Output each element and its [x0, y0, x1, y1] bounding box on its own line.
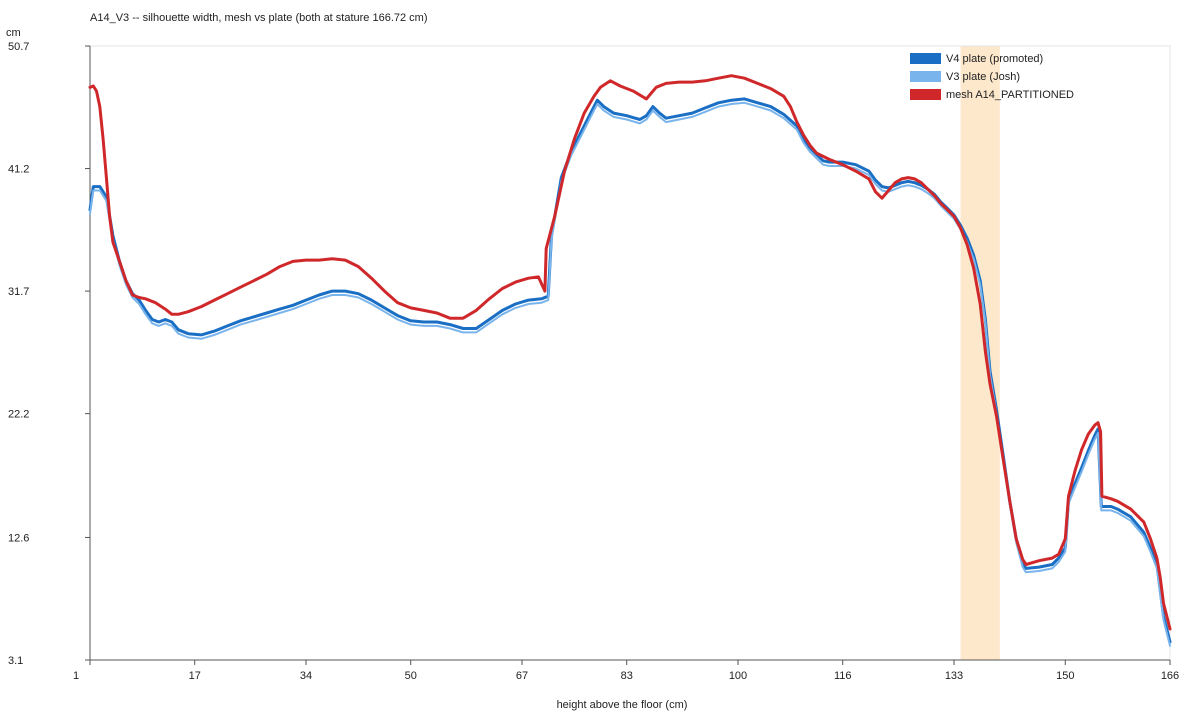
x-tick-label: 17: [189, 670, 201, 682]
series-line-v3-plate-josh: [89, 101, 1171, 647]
x-axis-label: height above the floor (cm): [557, 699, 688, 711]
series-layer: [88, 74, 1172, 647]
x-tick-label: 150: [1056, 670, 1074, 682]
series-line-v4-plate-promoted: [88, 97, 1172, 644]
legend: V4 plate (promoted) V3 plate (Josh) mesh A…: [910, 53, 1074, 101]
legend-swatch: [910, 53, 941, 64]
x-tick-label: 116: [834, 670, 852, 682]
x-tick-label: 133: [945, 670, 963, 682]
y-tick-label: 22.2: [8, 409, 29, 421]
x-tick-label: 83: [621, 670, 633, 682]
y-tick-label: 50.7: [8, 41, 29, 53]
plot-frame: [89, 45, 1171, 661]
highlight-band-layer: [960, 46, 1000, 660]
y-tick-label: 3.1: [8, 655, 23, 667]
legend-label: mesh A14_PARTITIONED: [946, 89, 1074, 101]
x-tick-label: 100: [729, 670, 747, 682]
chart-title: A14_V3 -- silhouette width, mesh vs plat…: [90, 12, 428, 24]
x-tick-label: 34: [300, 670, 312, 682]
y-tick-label: 12.6: [8, 532, 29, 544]
x-tick-label: 1: [73, 670, 79, 682]
tick-layer: 1 17 34 50 67 83 100 116 133 150 166 3.1 12.6 22.2 31.…: [8, 41, 1179, 682]
legend-label: V4 plate (promoted): [946, 53, 1043, 65]
y-tick-label: 31.7: [8, 286, 29, 298]
legend-label: V3 plate (Josh): [946, 71, 1020, 83]
legend-swatch: [910, 89, 941, 100]
y-tick-label: 41.2: [8, 164, 29, 176]
x-tick-label: 166: [1161, 670, 1179, 682]
axes: [89, 45, 1171, 661]
highlight-band: [960, 46, 1000, 660]
legend-swatch: [910, 71, 941, 82]
series-line-mesh-a14-partitioned: [88, 74, 1172, 631]
y-axis-label: cm: [6, 27, 21, 39]
x-tick-label: 50: [405, 670, 417, 682]
x-tick-label: 67: [516, 670, 528, 682]
